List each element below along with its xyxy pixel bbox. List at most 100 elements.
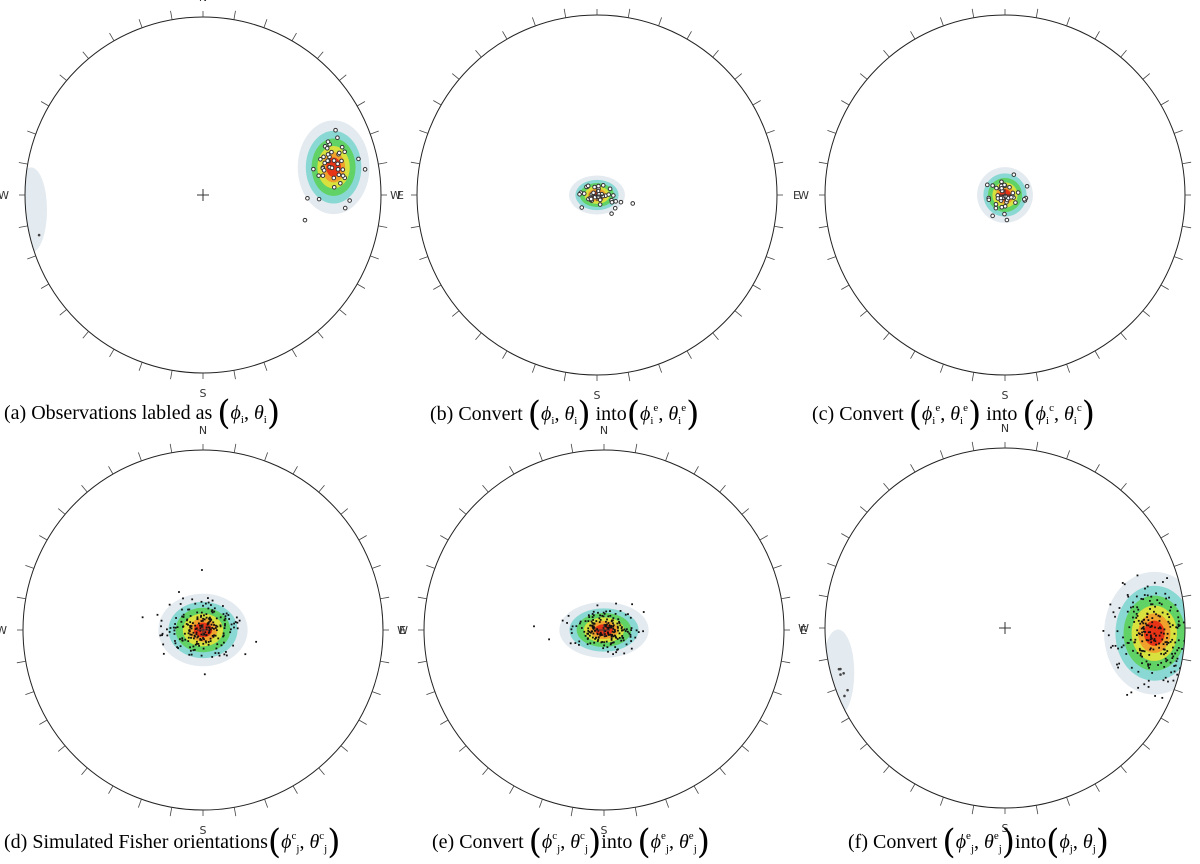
compass-label-east: E xyxy=(800,624,807,637)
degree-tick xyxy=(509,466,515,475)
data-point xyxy=(619,610,622,612)
data-point xyxy=(616,638,619,640)
data-point xyxy=(205,641,207,644)
data-point xyxy=(224,624,226,627)
data-point xyxy=(189,615,192,617)
data-point xyxy=(1002,182,1007,188)
data-point xyxy=(214,652,217,654)
degree-tick xyxy=(1182,225,1192,229)
data-point xyxy=(1141,634,1143,637)
data-point xyxy=(607,615,610,618)
data-point xyxy=(548,638,550,641)
data-point xyxy=(222,613,225,615)
data-point xyxy=(566,622,568,624)
data-point xyxy=(224,615,227,618)
data-point xyxy=(1162,632,1165,635)
data-point xyxy=(1111,644,1114,647)
data-point xyxy=(209,628,212,631)
data-point xyxy=(204,602,207,605)
data-point xyxy=(1158,646,1160,649)
data-point xyxy=(1137,619,1140,622)
degree-tick xyxy=(1120,482,1127,491)
data-point xyxy=(1138,633,1141,635)
data-point xyxy=(587,627,590,630)
data-point xyxy=(210,604,212,606)
data-point xyxy=(1126,693,1129,696)
data-point xyxy=(1126,594,1129,596)
data-point xyxy=(1150,595,1153,598)
compass-label-west: W xyxy=(390,189,401,202)
data-point xyxy=(1159,627,1162,630)
data-point xyxy=(599,634,602,637)
data-point xyxy=(597,636,600,639)
degree-tick xyxy=(137,799,142,808)
data-point xyxy=(624,630,627,632)
data-point xyxy=(598,621,601,623)
data-point xyxy=(618,632,621,635)
degree-tick xyxy=(433,100,442,106)
compass-label-west: W xyxy=(397,624,408,637)
data-point xyxy=(162,652,165,655)
data-point xyxy=(579,205,585,210)
data-point xyxy=(324,145,330,151)
data-point xyxy=(590,620,593,623)
data-point xyxy=(1135,616,1138,619)
data-point xyxy=(179,638,181,641)
data-point xyxy=(223,619,226,622)
data-point xyxy=(160,619,163,622)
data-point xyxy=(609,199,615,205)
data-point xyxy=(606,623,608,626)
data-point xyxy=(210,610,213,613)
data-point xyxy=(613,199,618,204)
data-point xyxy=(316,173,321,178)
data-point xyxy=(591,624,594,627)
data-point xyxy=(617,626,619,629)
data-point xyxy=(1140,649,1143,652)
degree-tick xyxy=(1160,100,1169,106)
data-point xyxy=(612,205,618,211)
degree-tick xyxy=(658,17,663,26)
degree-tick xyxy=(417,596,427,600)
data-point xyxy=(172,626,175,629)
degree-tick xyxy=(108,785,114,794)
data-point xyxy=(177,647,180,649)
data-point xyxy=(222,641,225,644)
data-point xyxy=(570,632,573,634)
data-point xyxy=(610,626,613,629)
data-point xyxy=(200,616,202,618)
data-point xyxy=(200,625,203,628)
data-point xyxy=(1126,641,1129,644)
data-point xyxy=(1135,595,1138,598)
data-point xyxy=(609,211,614,216)
data-point xyxy=(1166,643,1168,646)
degree-tick xyxy=(719,484,726,493)
data-point xyxy=(1168,622,1171,625)
data-point xyxy=(202,642,205,645)
data-point xyxy=(211,635,214,637)
degree-tick xyxy=(378,162,388,165)
degree-tick xyxy=(1066,364,1071,373)
data-point xyxy=(603,641,606,644)
data-point xyxy=(1165,660,1168,663)
data-point xyxy=(614,646,617,648)
degree-tick xyxy=(1142,73,1151,80)
data-point xyxy=(597,197,603,203)
data-point xyxy=(612,624,615,627)
degree-tick xyxy=(16,596,26,600)
data-point xyxy=(609,610,611,613)
data-point xyxy=(205,634,208,637)
degree-tick xyxy=(59,309,67,316)
data-point xyxy=(592,610,595,613)
data-point xyxy=(1187,616,1189,618)
data-point xyxy=(601,634,603,636)
data-point xyxy=(589,642,592,645)
data-point xyxy=(1183,597,1185,600)
data-point xyxy=(1139,652,1142,655)
data-point xyxy=(642,611,645,613)
data-point xyxy=(219,625,222,628)
data-point xyxy=(1118,607,1121,609)
data-point xyxy=(1174,664,1177,667)
data-point xyxy=(605,620,607,623)
data-point xyxy=(623,628,626,631)
data-point xyxy=(1116,663,1118,666)
